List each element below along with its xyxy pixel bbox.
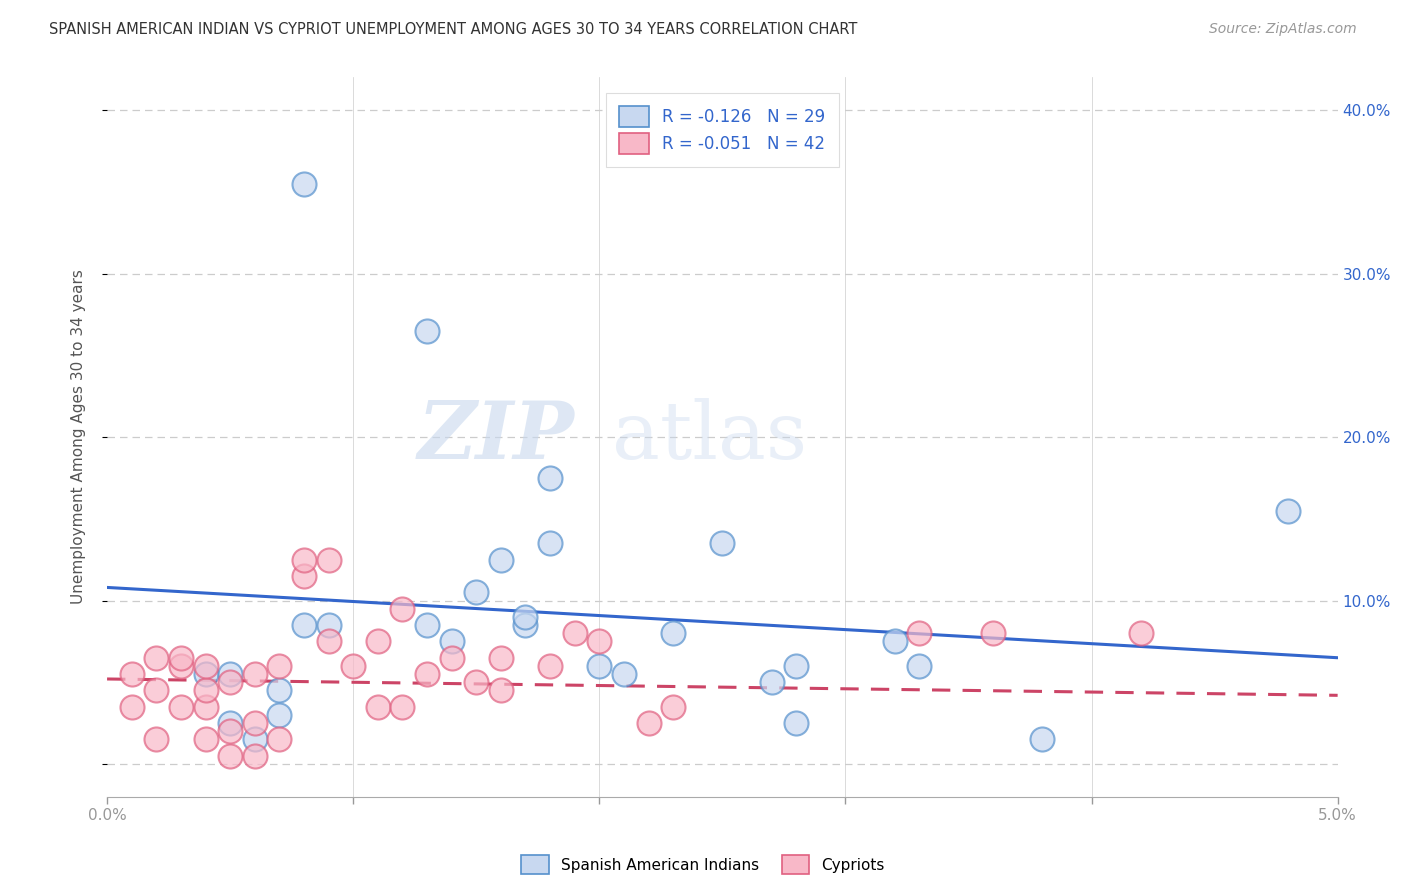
Point <box>318 552 340 566</box>
Point <box>489 683 512 698</box>
Point <box>538 471 561 485</box>
Point <box>219 724 242 739</box>
Point <box>637 716 659 731</box>
Point <box>219 748 242 763</box>
Text: ZIP: ZIP <box>418 399 575 475</box>
Point <box>121 667 143 681</box>
Point <box>219 667 242 681</box>
Text: Source: ZipAtlas.com: Source: ZipAtlas.com <box>1209 22 1357 37</box>
Point <box>194 732 217 747</box>
Point <box>416 618 439 632</box>
Point <box>1031 732 1053 747</box>
Point <box>292 177 315 191</box>
Point <box>219 675 242 690</box>
Point <box>981 626 1004 640</box>
Point <box>465 675 488 690</box>
Point <box>588 659 610 673</box>
Point <box>785 716 807 731</box>
Y-axis label: Unemployment Among Ages 30 to 34 years: Unemployment Among Ages 30 to 34 years <box>72 269 86 605</box>
Point <box>785 659 807 673</box>
Point <box>194 667 217 681</box>
Point <box>145 683 167 698</box>
Point <box>292 618 315 632</box>
Point <box>292 569 315 583</box>
Point <box>318 634 340 648</box>
Point <box>440 634 463 648</box>
Point <box>440 650 463 665</box>
Point <box>269 683 291 698</box>
Point <box>170 699 193 714</box>
Point <box>662 699 685 714</box>
Point <box>121 699 143 714</box>
Point <box>243 732 266 747</box>
Point <box>908 626 931 640</box>
Point <box>416 667 439 681</box>
Legend: Spanish American Indians, Cypriots: Spanish American Indians, Cypriots <box>515 849 891 880</box>
Point <box>367 699 389 714</box>
Point <box>391 699 413 714</box>
Point <box>465 585 488 599</box>
Point <box>883 634 905 648</box>
Point <box>145 732 167 747</box>
Point <box>515 610 537 624</box>
Point <box>145 650 167 665</box>
Point <box>194 659 217 673</box>
Point <box>662 626 685 640</box>
Text: SPANISH AMERICAN INDIAN VS CYPRIOT UNEMPLOYMENT AMONG AGES 30 TO 34 YEARS CORREL: SPANISH AMERICAN INDIAN VS CYPRIOT UNEMP… <box>49 22 858 37</box>
Point <box>416 324 439 338</box>
Point <box>908 659 931 673</box>
Point <box>1277 503 1299 517</box>
Point <box>269 732 291 747</box>
Point <box>170 659 193 673</box>
Point <box>613 667 636 681</box>
Point <box>219 716 242 731</box>
Point <box>588 634 610 648</box>
Legend: R = -0.126   N = 29, R = -0.051   N = 42: R = -0.126 N = 29, R = -0.051 N = 42 <box>606 93 839 167</box>
Point <box>269 708 291 723</box>
Point <box>1129 626 1152 640</box>
Point <box>243 667 266 681</box>
Point <box>170 650 193 665</box>
Point <box>342 659 364 673</box>
Point <box>318 618 340 632</box>
Point <box>243 748 266 763</box>
Point <box>515 618 537 632</box>
Point <box>194 699 217 714</box>
Point <box>564 626 586 640</box>
Point <box>391 601 413 615</box>
Point <box>538 536 561 550</box>
Text: atlas: atlas <box>612 398 807 476</box>
Point <box>711 536 734 550</box>
Point <box>243 716 266 731</box>
Point <box>538 659 561 673</box>
Point <box>489 552 512 566</box>
Point <box>269 659 291 673</box>
Point <box>489 650 512 665</box>
Point <box>194 683 217 698</box>
Point <box>761 675 783 690</box>
Point <box>367 634 389 648</box>
Point <box>292 552 315 566</box>
